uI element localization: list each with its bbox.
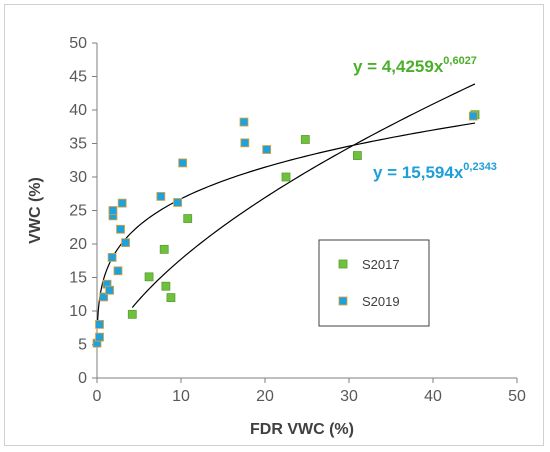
x-tick-label: 0	[93, 388, 102, 405]
point-s2019	[156, 192, 166, 201]
y-tick-label: 5	[78, 337, 87, 354]
point-s2019	[240, 138, 250, 148]
legend-box	[318, 239, 430, 327]
x-tick-label: 40	[424, 388, 442, 405]
point-s2019	[117, 198, 127, 208]
point-s2017	[144, 272, 154, 282]
y-tick-label: 20	[69, 236, 87, 253]
legend-label-s2017: S2017	[362, 257, 400, 272]
point-s2019	[113, 266, 123, 276]
point-s2017	[127, 309, 137, 319]
legend: S2017 S2019	[318, 239, 430, 327]
x-tick-label: 20	[256, 388, 274, 405]
equation-s2017: y = 4,4259x0,6027	[353, 55, 477, 76]
point-s2019	[108, 206, 118, 215]
legend-label-s2019: S2019	[362, 294, 400, 309]
data-points	[92, 110, 480, 348]
legend-marker-s2019	[338, 296, 348, 306]
legend-marker-s2017	[338, 259, 348, 269]
y-tick-label: 50	[69, 35, 87, 52]
point-s2017	[161, 281, 171, 291]
y-tick-label: 25	[69, 203, 87, 220]
axes: 0 10 20 30 40 50 0 5 10 15 20 25 30 35 40 45 50	[69, 35, 526, 405]
point-s2019	[468, 111, 478, 121]
point-s2017	[352, 151, 362, 160]
point-s2019	[173, 198, 183, 207]
y-tick-label: 30	[69, 169, 87, 186]
trendline-s2019	[96, 122, 476, 327]
trendlines	[96, 83, 476, 327]
labels: FDR VWC (%) VWC (%) y = 4,4259x0,6027 y = 1…	[27, 55, 497, 438]
y-tick-label: 0	[78, 370, 87, 387]
y-tick-label: 10	[69, 303, 87, 320]
equation-s2019: y = 15,594x0,2343	[373, 161, 497, 182]
point-s2019	[99, 292, 109, 302]
y-tick-label: 45	[69, 69, 87, 86]
x-tick-label: 30	[340, 388, 358, 405]
point-s2019	[239, 117, 249, 127]
y-tick-label: 35	[69, 136, 87, 153]
point-s2017	[183, 214, 193, 223]
point-s2019	[107, 252, 117, 262]
point-s2017	[300, 135, 310, 144]
point-s2019	[95, 332, 104, 342]
point-s2017	[159, 244, 169, 254]
point-s2019	[178, 158, 188, 168]
point-s2019	[116, 224, 125, 234]
y-tick-label: 40	[69, 102, 87, 119]
point-s2019	[262, 145, 272, 154]
point-s2019	[121, 238, 130, 248]
x-tick-label: 50	[508, 388, 526, 405]
trendline-s2017	[131, 83, 476, 308]
point-s2019	[105, 285, 114, 295]
x-axis-title: FDR VWC (%)	[250, 421, 354, 438]
chart-frame	[4, 4, 544, 446]
x-tick-label: 10	[172, 388, 190, 405]
point-s2019	[95, 319, 104, 329]
point-s2017	[281, 172, 291, 182]
y-tick-label: 15	[69, 270, 87, 287]
point-s2017	[166, 293, 176, 303]
y-axis-title: VWC (%)	[27, 177, 44, 244]
